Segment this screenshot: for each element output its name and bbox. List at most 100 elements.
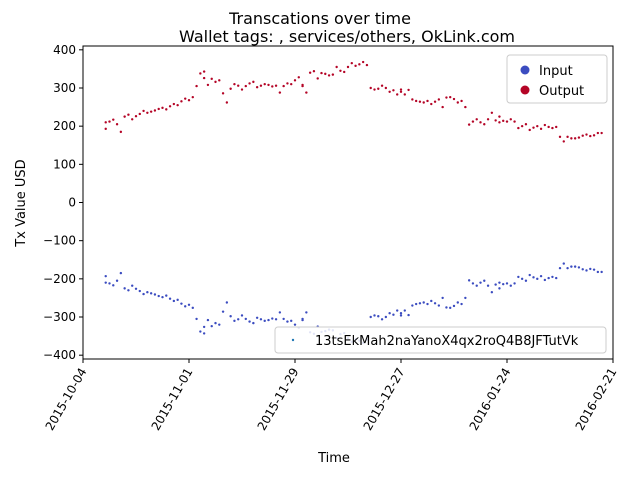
input-point bbox=[278, 311, 282, 314]
input-point bbox=[369, 315, 372, 319]
input-point bbox=[104, 281, 107, 284]
output-point bbox=[104, 121, 107, 124]
output-point bbox=[373, 88, 376, 91]
output-point bbox=[486, 118, 490, 121]
input-point bbox=[445, 306, 448, 309]
output-point bbox=[346, 65, 350, 69]
input-point bbox=[134, 287, 138, 290]
input-point bbox=[240, 314, 244, 317]
output-point bbox=[592, 134, 596, 137]
input-point bbox=[127, 289, 130, 292]
output-point bbox=[464, 105, 467, 109]
input-point bbox=[585, 269, 588, 272]
input-point bbox=[384, 315, 388, 319]
input-point bbox=[153, 293, 157, 296]
output-point bbox=[161, 106, 164, 110]
input-point bbox=[184, 305, 187, 308]
y-tick-label: −400 bbox=[43, 348, 76, 362]
output-point bbox=[585, 133, 588, 136]
output-point bbox=[237, 84, 240, 87]
output-point bbox=[460, 99, 463, 103]
output-point bbox=[494, 119, 497, 122]
input-point bbox=[214, 321, 217, 325]
output-point bbox=[255, 86, 259, 89]
output-point bbox=[316, 77, 319, 80]
output-point bbox=[263, 82, 266, 86]
address-legend: 13tsEkMah2naYanoX4qx2roQ4B8JFTutVk bbox=[274, 326, 607, 354]
y-axis: −400 −300 −200 −100 0 100 200 300 400 bbox=[43, 43, 83, 362]
input-point bbox=[536, 277, 539, 281]
output-point bbox=[187, 99, 191, 102]
input-point bbox=[271, 317, 274, 320]
legend-output-marker bbox=[520, 85, 530, 95]
x-tick-label: 2015-11-29 bbox=[255, 366, 302, 433]
input-point bbox=[380, 318, 384, 321]
input-point bbox=[142, 292, 145, 296]
legend: Input Output bbox=[506, 54, 608, 104]
output-point bbox=[445, 96, 448, 99]
output-point bbox=[452, 97, 456, 101]
output-point bbox=[157, 107, 160, 111]
input-point bbox=[494, 283, 497, 286]
input-point bbox=[577, 266, 581, 269]
output-point bbox=[165, 108, 168, 111]
legend-output-label: Output bbox=[539, 84, 584, 99]
output-point bbox=[509, 118, 512, 121]
input-point bbox=[172, 299, 176, 303]
output-point bbox=[513, 120, 516, 123]
input-point bbox=[539, 274, 543, 278]
y-tick-label: 100 bbox=[53, 157, 76, 171]
input-point bbox=[252, 321, 255, 325]
input-point bbox=[286, 320, 289, 323]
output-point bbox=[483, 123, 486, 126]
input-point bbox=[505, 282, 509, 285]
input-point bbox=[513, 282, 516, 285]
output-point bbox=[403, 93, 406, 96]
input-point bbox=[244, 317, 247, 321]
output-point bbox=[369, 86, 372, 90]
chart-title: Transcations over time bbox=[228, 9, 411, 28]
output-point bbox=[172, 102, 176, 106]
input-point bbox=[483, 279, 486, 282]
output-point bbox=[199, 72, 202, 75]
input-point bbox=[290, 319, 293, 323]
output-point bbox=[119, 130, 123, 134]
output-point bbox=[297, 76, 300, 79]
address-legend-box bbox=[274, 326, 607, 354]
output-point bbox=[354, 64, 357, 68]
input-point bbox=[589, 267, 592, 271]
output-point bbox=[414, 99, 418, 103]
output-point bbox=[335, 65, 338, 69]
output-point bbox=[600, 131, 603, 135]
input-point bbox=[566, 266, 569, 270]
legend-box bbox=[506, 54, 608, 104]
input-point bbox=[543, 278, 547, 282]
y-tick-label: −200 bbox=[43, 272, 76, 286]
output-point bbox=[475, 118, 478, 121]
input-point bbox=[202, 325, 206, 329]
output-point bbox=[206, 83, 210, 87]
input-point bbox=[392, 313, 395, 316]
output-point bbox=[399, 88, 403, 91]
input-point bbox=[524, 279, 528, 282]
output-point bbox=[551, 126, 554, 130]
input-point bbox=[452, 304, 456, 308]
output-point bbox=[180, 100, 183, 103]
x-tick-label: 2016-01-24 bbox=[467, 366, 514, 433]
output-point bbox=[433, 100, 437, 103]
input-point bbox=[464, 296, 467, 300]
output-point bbox=[418, 100, 422, 103]
output-point bbox=[271, 85, 274, 88]
output-point bbox=[392, 89, 395, 92]
output-point bbox=[339, 69, 342, 73]
input-point bbox=[282, 317, 285, 321]
input-point bbox=[161, 295, 164, 299]
y-axis-label: Tx Value USD bbox=[14, 159, 29, 247]
output-point bbox=[377, 87, 380, 90]
output-point bbox=[142, 109, 145, 113]
input-point bbox=[206, 318, 210, 322]
y-tick-label: 300 bbox=[53, 81, 76, 95]
output-point bbox=[267, 83, 270, 87]
input-point bbox=[441, 296, 444, 300]
